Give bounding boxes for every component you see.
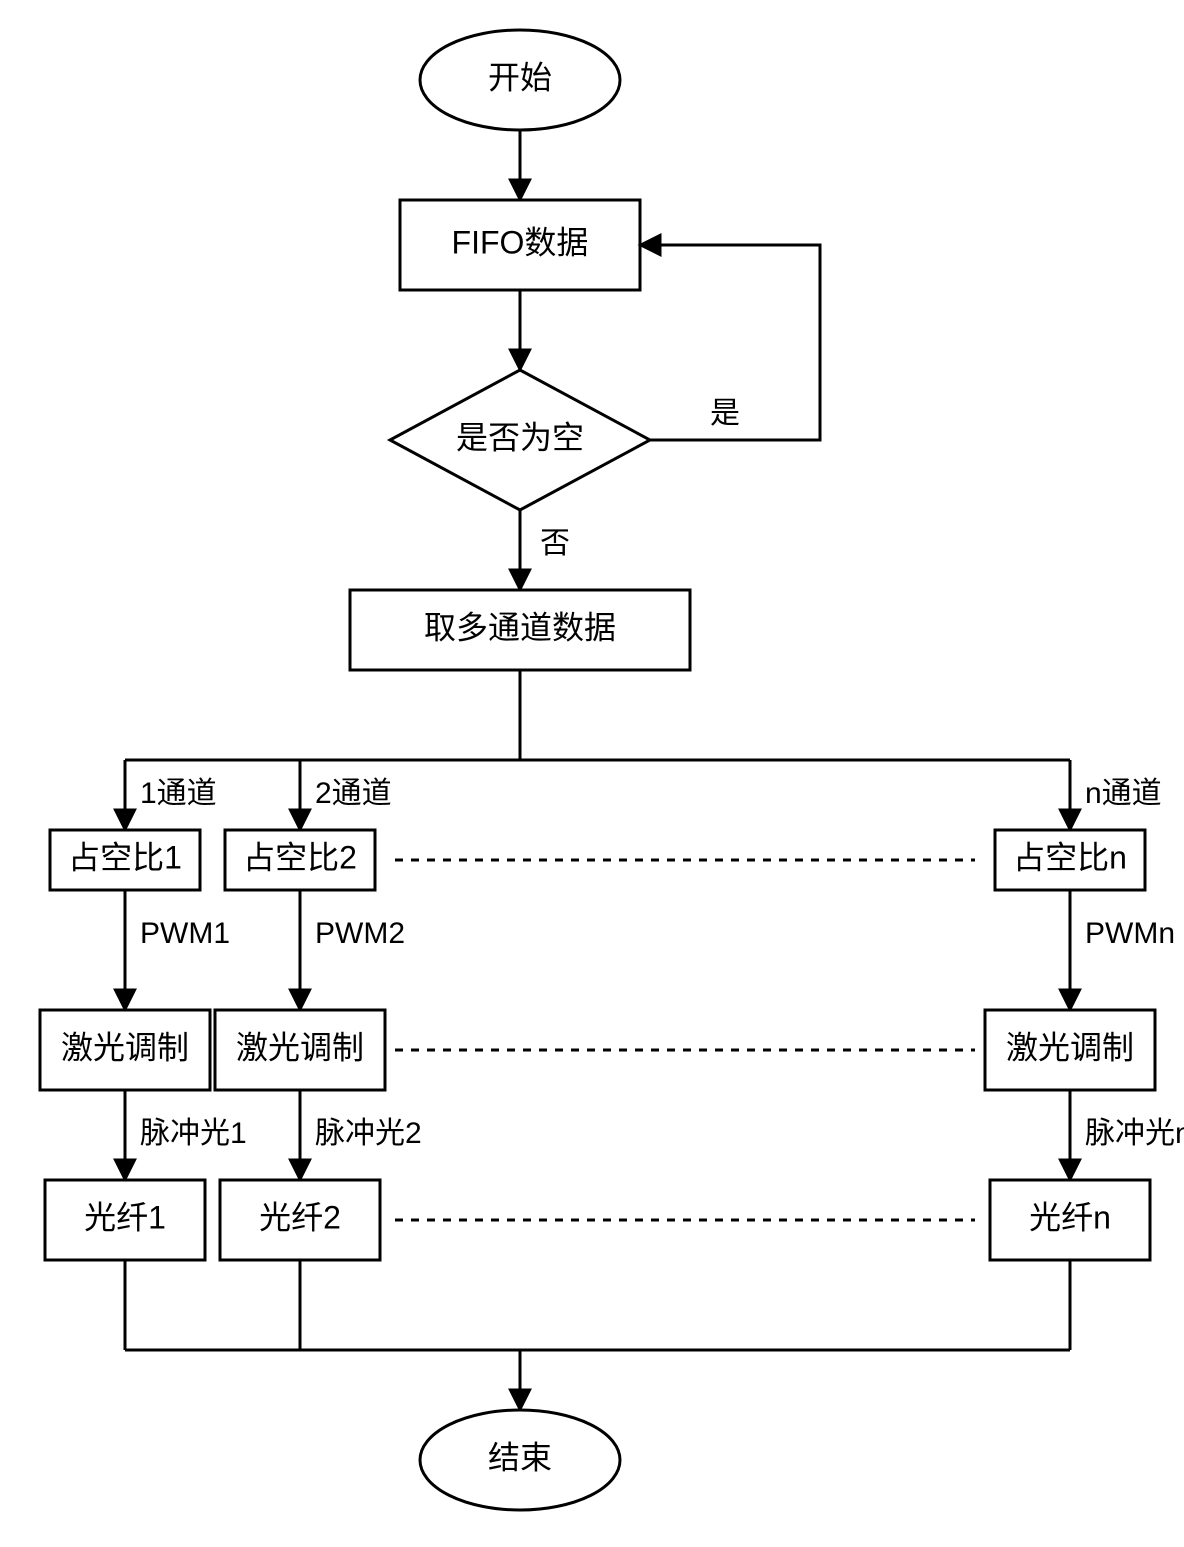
channels.0.duty: 占空比1 — [68, 839, 182, 875]
fifo: FIFO数据 — [452, 224, 589, 260]
channels.2.pulse: 脉冲光n — [1085, 1117, 1184, 1150]
channels.1.mod: 激光调制 — [236, 1029, 364, 1065]
flowchart: 开始 FIFO数据是否为空 是否取多通道数据 1通道占空比1 PWM1 激光调制脉冲光1 光… — [20, 20, 1184, 1527]
end: 结束 — [488, 1439, 552, 1475]
channels.2.mod: 激光调制 — [1006, 1029, 1134, 1065]
decision_yes: 是 — [710, 397, 740, 430]
channels.0.pulse: 脉冲光1 — [140, 1117, 247, 1150]
channels.2.ch_label: n通道 — [1085, 777, 1162, 810]
decision: 是否为空 — [456, 419, 584, 455]
channels.2.duty: 占空比n — [1013, 839, 1127, 875]
channels.0.ch_label: 1通道 — [140, 777, 217, 810]
channels.2.pwm: PWMn — [1085, 917, 1175, 950]
channels.1.pulse: 脉冲光2 — [315, 1117, 422, 1150]
channels.1.duty: 占空比2 — [243, 839, 357, 875]
channels.0.fiber: 光纤1 — [84, 1199, 166, 1235]
channels.2.fiber: 光纤n — [1029, 1199, 1111, 1235]
channels.1.ch_label: 2通道 — [315, 777, 392, 810]
channels.1.pwm: PWM2 — [315, 917, 405, 950]
start: 开始 — [488, 59, 552, 95]
channels.0.pwm: PWM1 — [140, 917, 230, 950]
fetch: 取多通道数据 — [424, 609, 616, 645]
channels.0.mod: 激光调制 — [61, 1029, 189, 1065]
decision_no: 否 — [540, 527, 570, 560]
channels.1.fiber: 光纤2 — [259, 1199, 341, 1235]
